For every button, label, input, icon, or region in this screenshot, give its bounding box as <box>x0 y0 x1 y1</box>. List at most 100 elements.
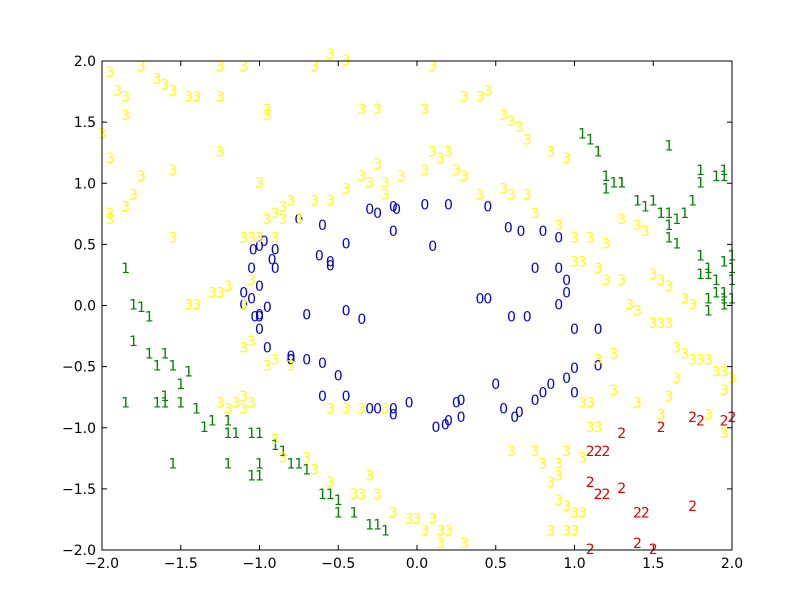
point-label-2-14: 2 <box>641 505 650 521</box>
point-label-0-16: 0 <box>554 261 563 277</box>
point-label-1-20: 1 <box>121 395 130 411</box>
point-label-1-23: 1 <box>200 420 209 436</box>
point-label-0-37: 0 <box>239 298 248 314</box>
point-label-3-92: 3 <box>586 230 595 246</box>
point-label-0-61: 0 <box>389 401 398 417</box>
point-label-3-136: 3 <box>594 420 603 436</box>
point-label-3-87: 3 <box>649 267 658 283</box>
point-label-3-3: 3 <box>121 90 130 106</box>
point-label-3-16: 3 <box>326 47 335 63</box>
point-label-3-155: 3 <box>420 524 429 540</box>
point-label-0-78: 0 <box>570 361 579 377</box>
point-label-1-51: 1 <box>641 200 650 216</box>
point-label-1-59: 1 <box>696 163 705 179</box>
point-label-3-20: 3 <box>420 102 429 118</box>
point-label-3-64: 3 <box>279 200 288 216</box>
point-label-3-13: 3 <box>263 102 272 118</box>
point-label-0-74: 0 <box>531 393 540 409</box>
point-label-1-69: 1 <box>704 261 713 277</box>
point-label-3-52: 3 <box>444 145 453 161</box>
point-label-3-84: 3 <box>617 212 626 228</box>
point-label-2-0: 2 <box>586 444 595 460</box>
x-tick-label: −1.5 <box>164 556 198 572</box>
point-label-3-145: 3 <box>310 463 319 479</box>
point-label-3-26: 3 <box>507 114 516 130</box>
point-label-1-57: 1 <box>680 206 689 222</box>
point-label-1-76: 1 <box>720 298 729 314</box>
point-label-0-30: 0 <box>263 300 272 316</box>
point-label-3-2: 3 <box>121 108 130 124</box>
point-label-3-37: 3 <box>129 187 138 203</box>
point-label-2-9: 2 <box>586 475 595 491</box>
point-label-1-68: 1 <box>696 249 705 265</box>
point-label-1-3: 1 <box>145 310 154 326</box>
point-label-1-56: 1 <box>672 212 681 228</box>
point-label-1-7: 1 <box>168 359 177 375</box>
point-label-3-40: 3 <box>105 212 114 228</box>
point-label-0-46: 0 <box>570 322 579 338</box>
point-label-3-32: 3 <box>105 151 114 167</box>
point-label-1-52: 1 <box>649 194 658 210</box>
point-label-0-31: 0 <box>255 307 264 323</box>
point-label-3-138: 3 <box>554 456 563 472</box>
y-tick-labels: −2.0 −1.5 −1.0 −0.5 0.0 0.5 1.0 1.5 2.0 <box>62 54 96 559</box>
point-label-1-44: 1 <box>594 145 603 161</box>
point-label-0-76: 0 <box>546 377 555 393</box>
point-label-1-11: 1 <box>161 389 170 405</box>
point-label-0-33: 0 <box>326 255 335 271</box>
point-label-1-63: 1 <box>720 169 729 185</box>
point-label-0-13: 0 <box>516 224 525 240</box>
point-label-0-54: 0 <box>302 353 311 369</box>
point-label-2-12: 2 <box>617 481 626 497</box>
point-label-1-32: 1 <box>302 463 311 479</box>
x-tick-label: 1.5 <box>642 556 664 572</box>
point-label-3-54: 3 <box>460 169 469 185</box>
point-label-3-121: 3 <box>247 395 256 411</box>
point-label-3-164: 3 <box>554 493 563 509</box>
point-label-3-125: 3 <box>224 401 233 417</box>
point-label-3-36: 3 <box>255 175 264 191</box>
point-label-3-100: 3 <box>665 316 674 332</box>
point-label-3-127: 3 <box>586 395 595 411</box>
point-label-3-150: 3 <box>373 487 382 503</box>
point-label-3-97: 3 <box>633 304 642 320</box>
point-label-0-27: 0 <box>271 242 280 258</box>
point-label-3-75: 3 <box>216 285 225 301</box>
point-label-3-157: 3 <box>444 524 453 540</box>
x-tick-label: 0.0 <box>406 556 428 572</box>
point-label-1-37: 1 <box>334 505 343 521</box>
point-label-3-148: 3 <box>357 487 366 503</box>
point-label-1-8: 1 <box>153 359 162 375</box>
point-label-1-49: 1 <box>609 175 618 191</box>
point-label-3-89: 3 <box>665 279 674 295</box>
x-tick-label: −0.5 <box>321 556 355 572</box>
point-label-3-122: 3 <box>239 389 248 405</box>
point-label-0-42: 0 <box>342 304 351 320</box>
point-label-1-45: 1 <box>617 175 626 191</box>
point-label-3-153: 3 <box>413 511 422 527</box>
point-label-3-91: 3 <box>688 298 697 314</box>
point-label-3-131: 3 <box>672 371 681 387</box>
point-label-3-134: 3 <box>720 426 729 442</box>
point-label-2-11: 2 <box>602 487 611 503</box>
point-label-3-110: 3 <box>594 353 603 369</box>
point-label-3-19: 3 <box>373 102 382 118</box>
point-label-0-15: 0 <box>554 230 563 246</box>
point-label-3-99: 3 <box>657 316 666 332</box>
point-label-1-70: 1 <box>696 267 705 283</box>
point-label-1-12: 1 <box>176 395 185 411</box>
point-label-0-72: 0 <box>510 410 519 426</box>
point-label-1-61: 1 <box>712 169 721 185</box>
point-label-3-34: 3 <box>168 163 177 179</box>
point-label-3-95: 3 <box>617 273 626 289</box>
point-label-1-33: 1 <box>294 456 303 472</box>
point-label-3-114: 3 <box>271 353 280 369</box>
y-tick-label: 2.0 <box>74 54 96 70</box>
point-label-3-112: 3 <box>247 334 256 350</box>
point-label-3-41: 3 <box>168 230 177 246</box>
point-label-0-64: 0 <box>452 395 461 411</box>
point-label-0-52: 0 <box>287 353 296 369</box>
point-label-1-24: 1 <box>224 456 233 472</box>
y-tick-label: 1.0 <box>74 176 96 192</box>
point-label-3-166: 3 <box>570 505 579 521</box>
